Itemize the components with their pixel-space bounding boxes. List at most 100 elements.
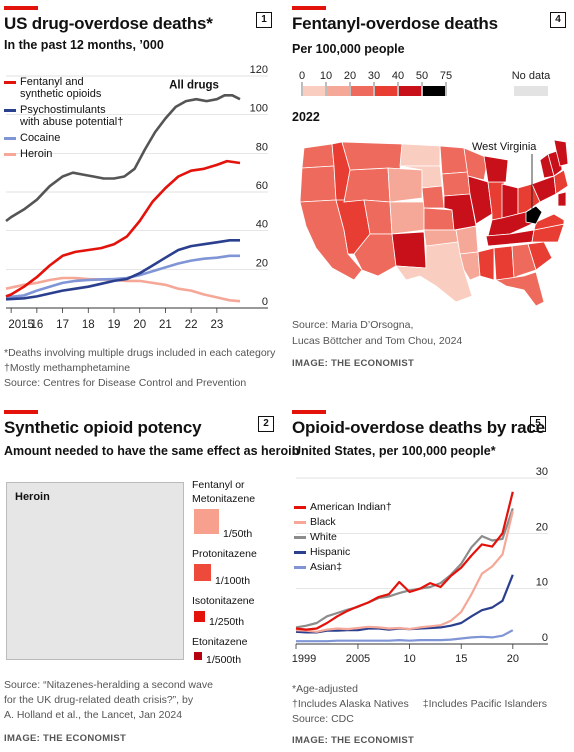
series-line (5, 239, 240, 301)
state (439, 145, 469, 175)
legend-swatch (294, 506, 306, 509)
legend-item: Fentanyl and synthetic opioids (4, 76, 124, 100)
state (463, 147, 489, 181)
y-tick-label: 100 (250, 103, 268, 115)
scale-tick-label: 10 (320, 70, 332, 82)
source: Lucas Böttcher and Tom Chou, 2024 (292, 335, 463, 347)
potency-value: 1/50th (223, 528, 253, 540)
scale-tick-label: 75 (440, 70, 452, 82)
chart-subtitle: In the past 12 months, ’000 (4, 38, 164, 52)
y-tick-label: 60 (256, 180, 268, 192)
legend-item: Hispanic (294, 545, 404, 560)
potency-item: Fentanyl or Metonitazene 1/50th (192, 478, 278, 540)
legend-item: Psychostimulants with abuse potential† (4, 104, 124, 128)
y-tick-label: 30 (536, 466, 548, 478)
series-line (5, 254, 240, 299)
series-line (5, 276, 241, 303)
series-line (296, 629, 514, 643)
legend-swatch (4, 81, 16, 84)
accent-bar (292, 410, 326, 414)
source: Source: Maria D’Orsogna, (292, 319, 414, 331)
state (455, 225, 479, 255)
x-tick-label: 1999 (292, 653, 316, 665)
potency-item: Isotonitazene 1/250th (192, 594, 278, 628)
state (483, 155, 509, 183)
potency-square (194, 509, 219, 534)
state (511, 243, 537, 279)
state (423, 207, 455, 231)
y-tick-label: 0 (542, 632, 548, 644)
state (343, 167, 391, 203)
potency-item: Etonitazene 1/500th (192, 635, 278, 666)
map-year: 2022 (292, 110, 320, 124)
chart-title: Synthetic opioid potency (4, 418, 202, 437)
x-tick-label: 17 (56, 319, 69, 331)
accent-bar (292, 6, 326, 10)
color-scale: 0 10 20 30 40 50 75 No data (299, 70, 551, 96)
heroin-label: Heroin (15, 491, 50, 503)
chart-title: Fentanyl-overdose deaths (292, 14, 498, 33)
accent-bar (4, 6, 38, 10)
x-tick-label: 21 (159, 319, 172, 331)
potency-square (194, 611, 205, 622)
x-tick-label: 18 (82, 319, 95, 331)
legend-swatch (294, 566, 306, 569)
potency-name: Metonitazene (192, 493, 256, 505)
series-annotation: All drugs (169, 79, 219, 91)
chart-subtitle: United States, per 100,000 people* (292, 444, 496, 458)
panel-number: 5 (530, 416, 546, 432)
footnote-part: †Includes Alaska Natives (292, 698, 409, 710)
legend-label: White (310, 531, 337, 543)
scale-tick-label: 0 (299, 70, 305, 82)
scale-tick-label: 40 (392, 70, 404, 82)
source: A. Holland et al., the Lancet, Jan 2024 (4, 709, 183, 721)
series-line (295, 574, 514, 634)
legend-swatch (4, 153, 16, 156)
y-tick-label: 40 (256, 219, 268, 231)
state (389, 201, 425, 235)
legend-label: American Indian† (310, 501, 392, 513)
potency-list: Fentanyl or Metonitazene 1/50th Protonitaze… (192, 478, 278, 668)
source: Source: Centres for Disease Control and … (4, 377, 247, 389)
scale-swatch (351, 86, 373, 96)
x-tick-label: 15 (455, 653, 467, 665)
scale-swatch (423, 86, 445, 96)
state (527, 241, 553, 271)
scale-swatch (399, 86, 421, 96)
x-tick-label: 20 (507, 653, 519, 665)
y-tick-label: 120 (250, 64, 268, 76)
state (301, 143, 335, 169)
y-tick-label: 80 (256, 141, 268, 153)
scale-tick-label: 30 (368, 70, 380, 82)
x-tick-label: 20 (133, 319, 146, 331)
legend-swatch (294, 521, 306, 524)
state (493, 245, 515, 281)
legend-label: with abuse potential† (20, 116, 124, 128)
panel-deaths-by-race: Opioid-overdose deaths by race 5 United … (292, 410, 570, 750)
state (467, 175, 493, 225)
footnote: *Deaths involving multiple drugs include… (4, 347, 276, 359)
legend-item: Cocaine (4, 132, 124, 144)
potency-name: Protonitazene (192, 548, 257, 560)
source: for the UK drug-related death crisis?”, … (4, 694, 194, 706)
state (533, 213, 565, 231)
y-tick-label: 0 (262, 296, 268, 308)
state (421, 185, 445, 209)
x-tick-label: 23 (210, 319, 223, 331)
legend-swatch (294, 551, 306, 554)
legend-label: Cocaine (20, 132, 61, 144)
legend-item: Asian‡ (294, 560, 404, 575)
scale-tick-label: 50 (416, 70, 428, 82)
footnote: *Age-adjusted (292, 683, 358, 695)
legend-item: White (294, 530, 404, 545)
panel-number: 4 (550, 12, 566, 28)
y-tick-label: 10 (536, 577, 548, 589)
legend: American Indian† Black White Hispanic Asian‡ (294, 500, 404, 575)
state (557, 191, 567, 207)
y-tick-label: 20 (256, 257, 268, 269)
potency-value: 1/250th (209, 616, 245, 628)
potency-name: Fentanyl or (192, 479, 245, 491)
legend: Fentanyl and synthetic opioids Psychostimu… (4, 76, 124, 164)
panel-fentanyl-map: Fentanyl-overdose deaths 4 Per 100,000 p… (292, 6, 570, 386)
legend-label: synthetic opioids (20, 88, 102, 100)
